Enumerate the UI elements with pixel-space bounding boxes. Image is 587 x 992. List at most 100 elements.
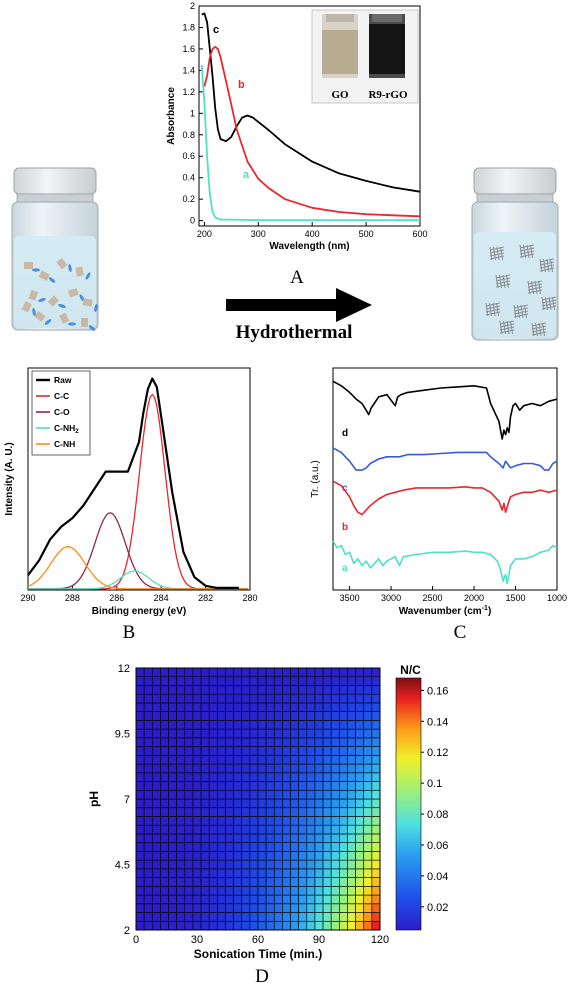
heatmap-cell xyxy=(217,851,226,861)
heatmap-cell xyxy=(143,685,153,695)
heatmap-cell xyxy=(347,755,356,765)
heatmap-cell xyxy=(143,920,153,931)
heatmap-cell xyxy=(192,737,202,747)
heatmap-cell xyxy=(135,798,145,809)
heatmap-cell xyxy=(176,816,186,826)
heatmap-cell xyxy=(290,886,299,896)
heatmap-cell xyxy=(257,868,267,878)
heatmap-cell xyxy=(151,886,161,896)
heatmap-cell xyxy=(322,920,332,931)
heatmap-cell xyxy=(176,755,186,765)
heatmap-cell xyxy=(160,737,169,747)
heatmap-cell xyxy=(257,859,267,870)
heatmap-cell xyxy=(355,912,365,922)
heatmap-cell xyxy=(200,903,210,913)
legend-label: C-O xyxy=(54,407,70,417)
legend-label: C-NH2 xyxy=(54,423,79,435)
panel-label-c: C xyxy=(454,622,467,643)
heatmap-cell xyxy=(208,746,218,756)
heatmap-cell xyxy=(192,851,202,861)
heatmap-cell xyxy=(306,772,316,782)
heatmap-cell xyxy=(208,920,218,931)
heatmap-cell xyxy=(208,667,218,678)
heatmap-cell xyxy=(135,868,145,878)
heatmap-cell xyxy=(314,676,324,686)
heatmap-cell xyxy=(249,763,259,774)
heatmap-cell xyxy=(298,912,308,922)
heatmap-cell xyxy=(273,781,283,791)
heatmap-cell xyxy=(257,903,267,913)
heatmap-cell xyxy=(282,667,291,678)
panel-d-heatmap-chart: 0 30 60 90 120 2 4.5 7 9.5 12 Sonication Time (min… xyxy=(87,663,448,961)
heatmap-cell xyxy=(176,807,186,817)
heatmap-cell xyxy=(298,798,308,809)
heatmap-cell xyxy=(249,920,259,931)
x-tick-label: 500 xyxy=(359,229,374,239)
heatmap-cell xyxy=(347,859,356,870)
heatmap-cell xyxy=(282,763,291,774)
heatmap-cell xyxy=(135,789,145,800)
heatmap-cell xyxy=(225,868,234,878)
heatmap-cell xyxy=(355,824,365,835)
heatmap-cell xyxy=(233,894,243,905)
heatmap-cell xyxy=(273,877,283,887)
heatmap-cell xyxy=(225,886,234,896)
heatmap-cell xyxy=(208,877,218,887)
panel-c-ftir-chart: 3500 3000 2500 2000 1500 1000 Wavenumber (cm-1… xyxy=(310,367,567,617)
heatmap-cell xyxy=(176,772,186,782)
heatmap-cell xyxy=(200,868,210,878)
heatmap-cell xyxy=(233,702,243,712)
heatmap-cell xyxy=(192,807,202,817)
heatmap-cell xyxy=(241,886,251,896)
peptide xyxy=(85,272,91,280)
heatmap-cell xyxy=(249,772,259,782)
heatmap-cell xyxy=(200,851,210,861)
heatmap-cell xyxy=(298,824,308,835)
legend-label: C-C xyxy=(54,391,69,401)
heatmap-cell xyxy=(314,842,324,852)
rgo-sheet xyxy=(489,246,505,261)
colorbar-tick-label: 0.08 xyxy=(427,809,448,821)
heatmap-cell xyxy=(184,816,194,826)
heatmap-cell xyxy=(257,737,267,747)
heatmap-cell xyxy=(298,746,308,756)
heatmap-cell xyxy=(168,824,177,835)
heatmap-cell xyxy=(371,711,381,721)
heatmap-cell xyxy=(143,851,153,861)
heatmap-cell xyxy=(314,763,324,774)
peptide xyxy=(38,297,46,303)
heatmap-cell xyxy=(290,702,299,712)
heatmap-cell xyxy=(176,676,186,686)
heatmap-cell xyxy=(217,877,226,887)
heatmap-cell xyxy=(233,833,243,843)
go-sheet xyxy=(82,298,93,307)
heatmap-cell xyxy=(233,737,243,747)
plot-frame xyxy=(332,367,558,591)
series-line-d xyxy=(332,380,558,440)
heatmap-cell xyxy=(168,711,177,721)
heatmap-cell xyxy=(217,685,226,695)
heatmap-cell xyxy=(168,781,177,791)
heatmap-cell xyxy=(290,711,299,721)
heatmap-cell xyxy=(330,746,340,756)
component-cnh xyxy=(27,546,248,590)
heatmap-cell xyxy=(225,702,234,712)
heatmap-cell xyxy=(363,676,373,686)
heatmap-cell xyxy=(314,894,324,905)
heatmap-cell xyxy=(168,789,177,800)
heatmap-cell xyxy=(135,702,145,712)
heatmap-cell xyxy=(330,912,340,922)
heatmap-cell xyxy=(306,685,316,695)
heatmap-cell xyxy=(208,886,218,896)
peptide xyxy=(68,264,72,272)
heatmap-cell xyxy=(217,920,226,931)
heatmap-cell xyxy=(363,746,373,756)
colorbar-gradient xyxy=(395,677,422,931)
heatmap-cell xyxy=(192,833,202,843)
y-tick-label: 0.6 xyxy=(182,151,195,161)
heatmap-cell xyxy=(273,807,283,817)
y-axis-label: Absorbance xyxy=(166,87,177,145)
heatmap-cell xyxy=(249,755,259,765)
heatmap-cell xyxy=(160,886,169,896)
